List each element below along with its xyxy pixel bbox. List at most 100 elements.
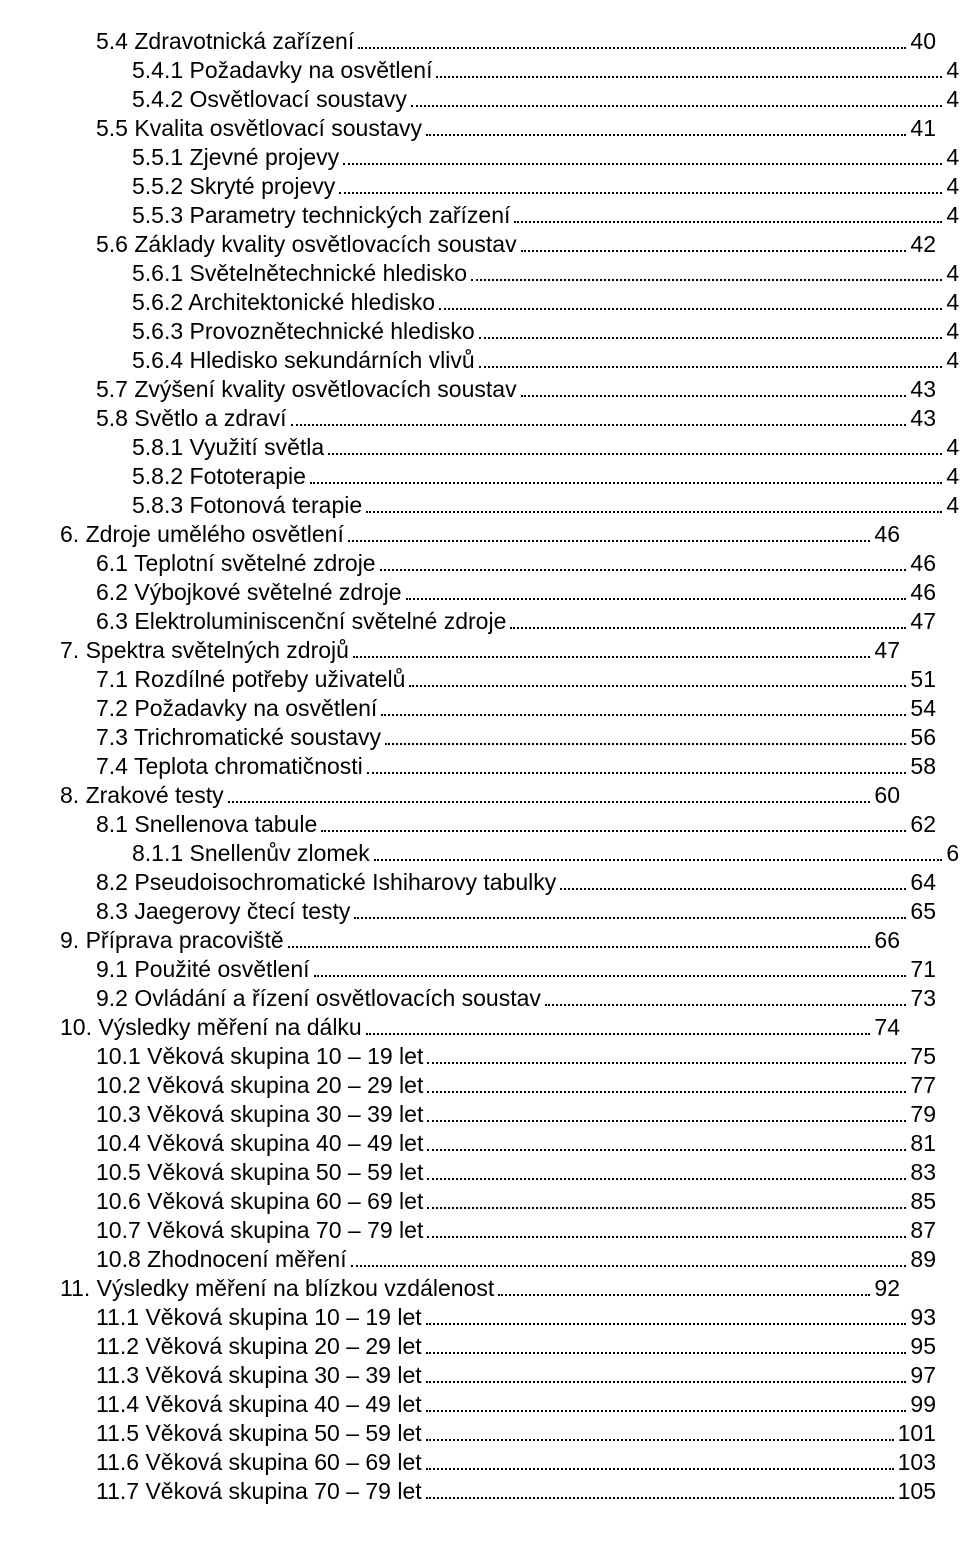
toc-dot-leader — [366, 511, 942, 513]
toc-entry-label: 7.4 Teplota chromatičnosti — [96, 753, 363, 780]
toc-entry-label: 5.6.4 Hledisko sekundárních vlivů — [132, 347, 475, 374]
toc-row: 8. Zrakové testy60 — [60, 782, 900, 809]
toc-dot-leader — [291, 424, 907, 426]
toc-row: 8.3 Jaegerovy čtecí testy65 — [60, 898, 936, 925]
toc-dot-leader — [426, 134, 906, 136]
toc-entry-page: 40 — [910, 28, 936, 55]
toc-dot-leader — [321, 830, 906, 832]
toc-entry-label: 5.5.3 Parametry technických zařízení — [132, 202, 510, 229]
toc-dot-leader — [471, 279, 942, 281]
toc-row: 8.1.1 Snellenův zlomek63 — [60, 840, 960, 867]
toc-entry-label: 9.2 Ovládání a řízení osvětlovacích sous… — [96, 985, 541, 1012]
toc-row: 10.5 Věková skupina 50 – 59 let83 — [60, 1159, 936, 1186]
toc-dot-leader — [426, 1439, 894, 1441]
toc-entry-label: 6.1 Teplotní světelné zdroje — [96, 550, 376, 577]
toc-row: 5.6.2 Architektonické hledisko 42 — [60, 289, 960, 316]
toc-dot-leader — [426, 1381, 907, 1383]
toc-entry-page: 85 — [910, 1188, 936, 1215]
toc-row: 11.5 Věková skupina 50 – 59 let 101 — [60, 1420, 936, 1447]
toc-dot-leader — [427, 1120, 906, 1122]
toc-row: 7.4 Teplota chromatičnosti58 — [60, 753, 936, 780]
toc-entry-label: 9.1 Použité osvětlení — [96, 956, 310, 983]
toc-entry-page: 79 — [910, 1101, 936, 1128]
toc-dot-leader — [426, 1410, 907, 1412]
toc-dot-leader — [381, 714, 906, 716]
toc-dot-leader — [427, 1062, 906, 1064]
toc-entry-page: 71 — [910, 956, 936, 983]
toc-entry-page: 41 — [946, 86, 960, 113]
toc-dot-leader — [310, 482, 943, 484]
toc-entry-label: 8.1 Snellenova tabule — [96, 811, 317, 838]
toc-entry-label: 11.5 Věková skupina 50 – 59 let — [96, 1420, 422, 1447]
toc-entry-label: 5.8.3 Fotonová terapie — [132, 492, 362, 519]
toc-dot-leader — [328, 453, 942, 455]
toc-dot-leader — [545, 1004, 907, 1006]
toc-entry-label: 6. Zdroje umělého osvětlení — [60, 521, 344, 548]
toc-row: 11.3 Věková skupina 30 – 39 let97 — [60, 1362, 936, 1389]
toc-dot-leader — [479, 366, 943, 368]
toc-dot-leader — [427, 1091, 906, 1093]
toc-entry-page: 44 — [946, 434, 960, 461]
toc-entry-label: 10.8 Zhodnocení měření — [96, 1246, 347, 1273]
table-of-contents: 5.4 Zdravotnická zařízení405.4.1 Požadav… — [60, 28, 900, 1505]
toc-row: 8.1 Snellenova tabule62 — [60, 811, 936, 838]
toc-row: 5.5.1 Zjevné projevy41 — [60, 144, 960, 171]
toc-entry-label: 7.3 Trichromatické soustavy — [96, 724, 381, 751]
toc-row: 11.2 Věková skupina 20 – 29 let95 — [60, 1333, 936, 1360]
toc-dot-leader — [228, 801, 871, 803]
toc-entry-label: 9. Příprava pracoviště — [60, 927, 284, 954]
toc-row: 5.8.3 Fotonová terapie 45 — [60, 492, 960, 519]
toc-entry-label: 5.4 Zdravotnická zařízení — [96, 28, 354, 55]
toc-dot-leader — [348, 540, 871, 542]
toc-entry-label: 5.5 Kvalita osvětlovací soustavy — [96, 115, 422, 142]
toc-entry-page: 43 — [910, 405, 936, 432]
toc-entry-page: 40 — [946, 57, 960, 84]
toc-entry-label: 7.1 Rozdílné potřeby uživatelů — [96, 666, 405, 693]
toc-entry-page: 101 — [898, 1420, 936, 1447]
toc-entry-page: 64 — [910, 869, 936, 896]
toc-entry-label: 6.3 Elektroluminiscenční světelné zdroje — [96, 608, 506, 635]
toc-row: 5.8.1 Využití světla44 — [60, 434, 960, 461]
toc-entry-label: 10.6 Věková skupina 60 – 69 let — [96, 1188, 423, 1215]
toc-entry-page: 42 — [946, 173, 960, 200]
toc-entry-label: 11.1 Věková skupina 10 – 19 let — [96, 1304, 422, 1331]
toc-dot-leader — [427, 1207, 906, 1209]
toc-entry-label: 11.2 Věková skupina 20 – 29 let — [96, 1333, 422, 1360]
toc-entry-label: 11. Výsledky měření na blízkou vzdálenos… — [60, 1275, 494, 1302]
toc-entry-label: 7.2 Požadavky na osvětlení — [96, 695, 377, 722]
toc-entry-page: 43 — [946, 318, 960, 345]
toc-row: 11.1 Věková skupina 10 – 19 let93 — [60, 1304, 936, 1331]
toc-dot-leader — [436, 76, 942, 78]
toc-dot-leader — [426, 1497, 894, 1499]
toc-entry-page: 45 — [946, 492, 960, 519]
toc-entry-page: 42 — [946, 289, 960, 316]
toc-entry-page: 81 — [910, 1130, 936, 1157]
toc-entry-page: 43 — [946, 347, 960, 374]
toc-entry-label: 8.1.1 Snellenův zlomek — [132, 840, 370, 867]
toc-entry-page: 73 — [910, 985, 936, 1012]
toc-dot-leader — [427, 1178, 906, 1180]
toc-entry-label: 5.8.2 Fototerapie — [132, 463, 306, 490]
toc-dot-leader — [351, 1265, 907, 1267]
toc-row: 5.5.2 Skryté projevy 42 — [60, 173, 960, 200]
toc-entry-label: 5.5.2 Skryté projevy — [132, 173, 335, 200]
toc-dot-leader — [353, 656, 870, 658]
toc-row: 10.7 Věková skupina 70 – 79 let87 — [60, 1217, 936, 1244]
toc-dot-leader — [514, 221, 942, 223]
toc-entry-page: 51 — [910, 666, 936, 693]
toc-entry-page: 66 — [874, 927, 900, 954]
toc-row: 5.8 Světlo a zdraví43 — [60, 405, 936, 432]
toc-dot-leader — [288, 946, 871, 948]
toc-row: 6.2 Výbojkové světelné zdroje46 — [60, 579, 936, 606]
toc-entry-label: 8.2 Pseudoisochromatické Ishiharovy tabu… — [96, 869, 556, 896]
toc-entry-page: 43 — [910, 376, 936, 403]
toc-entry-label: 5.6.2 Architektonické hledisko — [132, 289, 435, 316]
toc-dot-leader — [426, 1323, 907, 1325]
toc-entry-label: 5.7 Zvýšení kvality osvětlovacích sousta… — [96, 376, 517, 403]
toc-dot-leader — [498, 1294, 870, 1296]
toc-row: 10.8 Zhodnocení měření89 — [60, 1246, 936, 1273]
toc-entry-page: 46 — [874, 521, 900, 548]
toc-row: 7.3 Trichromatické soustavy56 — [60, 724, 936, 751]
toc-row: 9. Příprava pracoviště 66 — [60, 927, 900, 954]
document-page: 5.4 Zdravotnická zařízení405.4.1 Požadav… — [0, 0, 960, 1547]
